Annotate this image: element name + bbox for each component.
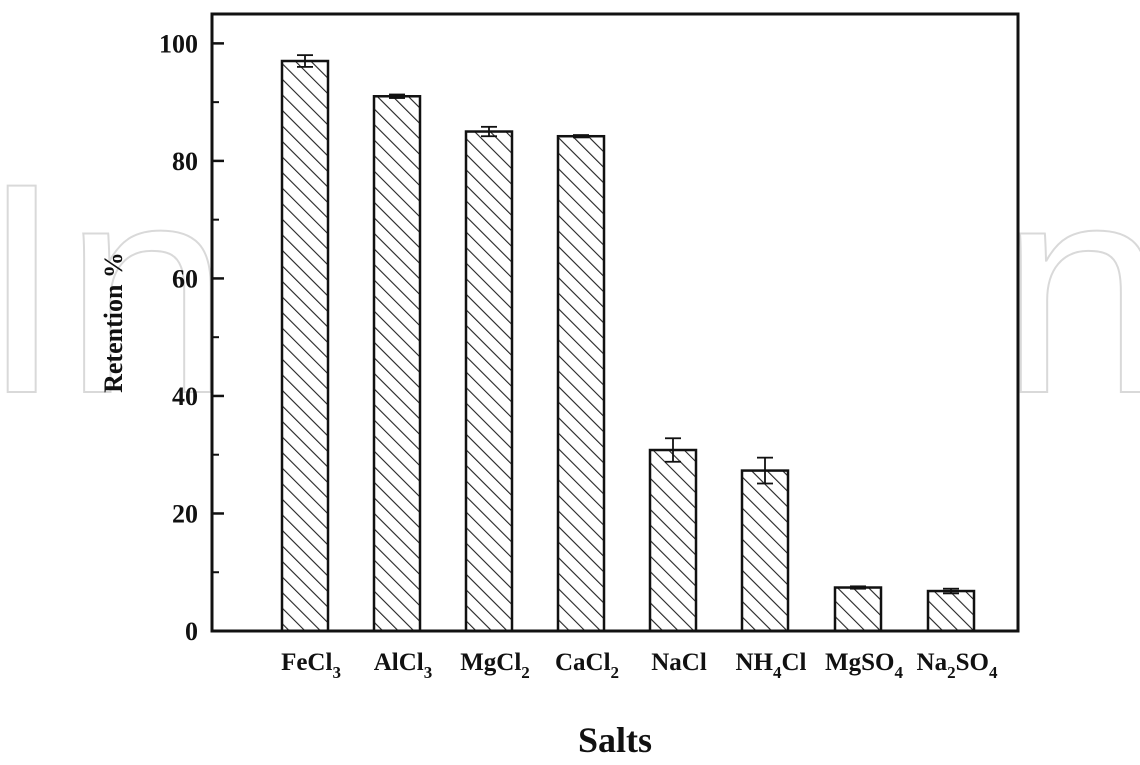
error-bar bbox=[297, 54, 313, 68]
plot-frame bbox=[210, 12, 1020, 633]
error-bar bbox=[757, 456, 773, 485]
error-bar bbox=[943, 587, 959, 595]
bar bbox=[464, 130, 514, 633]
watermark-left-text: In bbox=[0, 120, 230, 456]
x-axis-title: Salts bbox=[578, 720, 652, 760]
x-axis-category-labels: FeCl3 AlCl3 MgCl2 CaCl2 NaCl NH4Cl MgSO4 Na2SO4 bbox=[281, 649, 998, 682]
y-tick-label: 20 bbox=[172, 499, 198, 528]
x-tick-label: NH4Cl bbox=[736, 649, 807, 682]
bars-group bbox=[280, 59, 976, 633]
bar bbox=[648, 448, 698, 633]
x-tick-label: AlCl3 bbox=[374, 649, 433, 682]
bar bbox=[833, 586, 883, 633]
watermark: In n bbox=[0, 119, 1140, 457]
watermark-right-text: n bbox=[1000, 120, 1140, 456]
bar bbox=[280, 59, 330, 633]
y-tick-label: 0 bbox=[185, 617, 198, 646]
y-tick-label: 80 bbox=[172, 147, 198, 176]
error-bars-group bbox=[297, 54, 959, 595]
error-bar bbox=[389, 93, 405, 99]
bar bbox=[926, 589, 976, 633]
y-tick-label: 100 bbox=[159, 29, 198, 58]
error-bar bbox=[850, 585, 866, 590]
x-tick-label: CaCl2 bbox=[555, 649, 619, 682]
y-tick-label: 60 bbox=[172, 264, 198, 293]
bar bbox=[556, 134, 606, 633]
error-bar bbox=[481, 125, 497, 138]
error-bar bbox=[573, 134, 589, 139]
x-tick-label: FeCl3 bbox=[281, 649, 341, 682]
y-axis-ticks: 0 20 40 60 80 100 bbox=[159, 29, 224, 646]
y-axis-title: Retention % bbox=[99, 252, 128, 393]
error-bar bbox=[665, 437, 681, 463]
x-tick-label: Na2SO4 bbox=[917, 649, 998, 682]
y-tick-label: 40 bbox=[172, 382, 198, 411]
x-tick-label: MgCl2 bbox=[460, 649, 530, 682]
x-tick-label: NaCl bbox=[651, 649, 707, 676]
x-tick-label: MgSO4 bbox=[825, 649, 903, 682]
bar bbox=[372, 95, 422, 633]
bar bbox=[740, 469, 790, 633]
